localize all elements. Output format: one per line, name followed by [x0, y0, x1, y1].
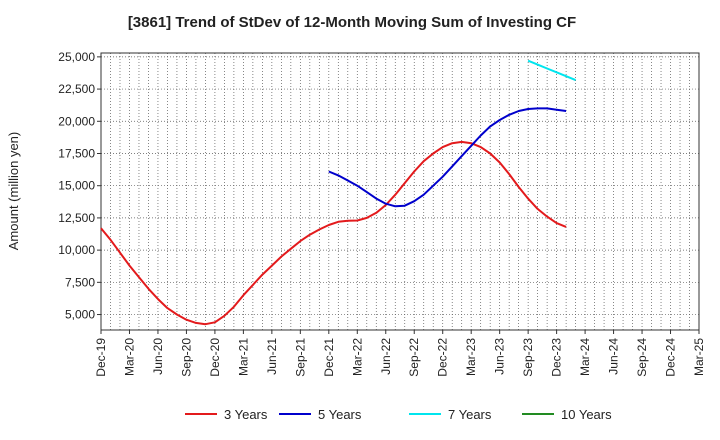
y-tick-label: 20,000 — [58, 114, 95, 128]
legend-label: 7 Years — [448, 407, 492, 422]
x-tick-label: Sep-21 — [293, 338, 307, 377]
x-tick-label: Dec-19 — [94, 338, 108, 377]
series-line-7-years — [527, 59, 576, 82]
legend-label: 10 Years — [561, 407, 612, 422]
y-tick-label: 12,500 — [58, 211, 95, 225]
x-tick-label: Mar-22 — [350, 338, 364, 376]
x-tick-label: Mar-23 — [464, 338, 478, 376]
x-tick-label: Mar-21 — [236, 338, 250, 376]
y-tick-label: 10,000 — [58, 243, 95, 257]
series-line-3-years — [100, 140, 567, 326]
y-axis: 5,000 7,500 10,000 12,500 15,000 17,500 20,000… — [58, 50, 101, 322]
series-line-5-years — [328, 107, 567, 208]
x-tick-label: Mar-24 — [578, 338, 592, 376]
x-tick-label: Jun-22 — [379, 338, 393, 375]
x-tick-label: Dec-23 — [550, 338, 564, 377]
legend-label: 5 Years — [318, 407, 362, 422]
series-lines — [100, 59, 576, 326]
y-tick-label: 22,500 — [58, 82, 95, 96]
x-tick-label: Dec-20 — [208, 338, 222, 377]
x-tick-label: Mar-20 — [122, 338, 136, 376]
legend: 3 Years 5 Years 7 Years 10 Years — [185, 407, 612, 422]
x-tick-label: Jun-23 — [493, 338, 507, 375]
y-tick-label: 7,500 — [65, 275, 95, 289]
y-tick-label: 15,000 — [58, 179, 95, 193]
y-tick-label: 25,000 — [58, 50, 95, 64]
x-tick-label: Jun-20 — [151, 338, 165, 375]
x-tick-label: Dec-24 — [664, 338, 678, 377]
x-tick-label: Jun-24 — [607, 338, 621, 375]
y-tick-label: 5,000 — [65, 308, 95, 322]
x-tick-label: Dec-22 — [436, 338, 450, 377]
y-tick-label: 17,500 — [58, 146, 95, 160]
x-tick-label: Sep-20 — [179, 338, 193, 377]
chart-title: [3861] Trend of StDev of 12-Month Moving… — [128, 14, 576, 31]
y-axis-label: Amount (million yen) — [6, 132, 21, 251]
legend-label: 3 Years — [224, 407, 268, 422]
x-tick-label: Dec-21 — [322, 338, 336, 377]
x-tick-label: Jun-21 — [265, 338, 279, 375]
x-tick-label: Sep-22 — [407, 338, 421, 377]
x-tick-label: Sep-23 — [521, 338, 535, 377]
x-axis: Dec-19 Mar-20 Jun-20 Sep-20 Dec-20 Mar-21 Jun-… — [94, 330, 706, 377]
x-tick-label: Sep-24 — [635, 338, 649, 377]
plot-area — [100, 52, 700, 331]
grid — [101, 53, 699, 330]
x-tick-label: Mar-25 — [692, 338, 706, 376]
